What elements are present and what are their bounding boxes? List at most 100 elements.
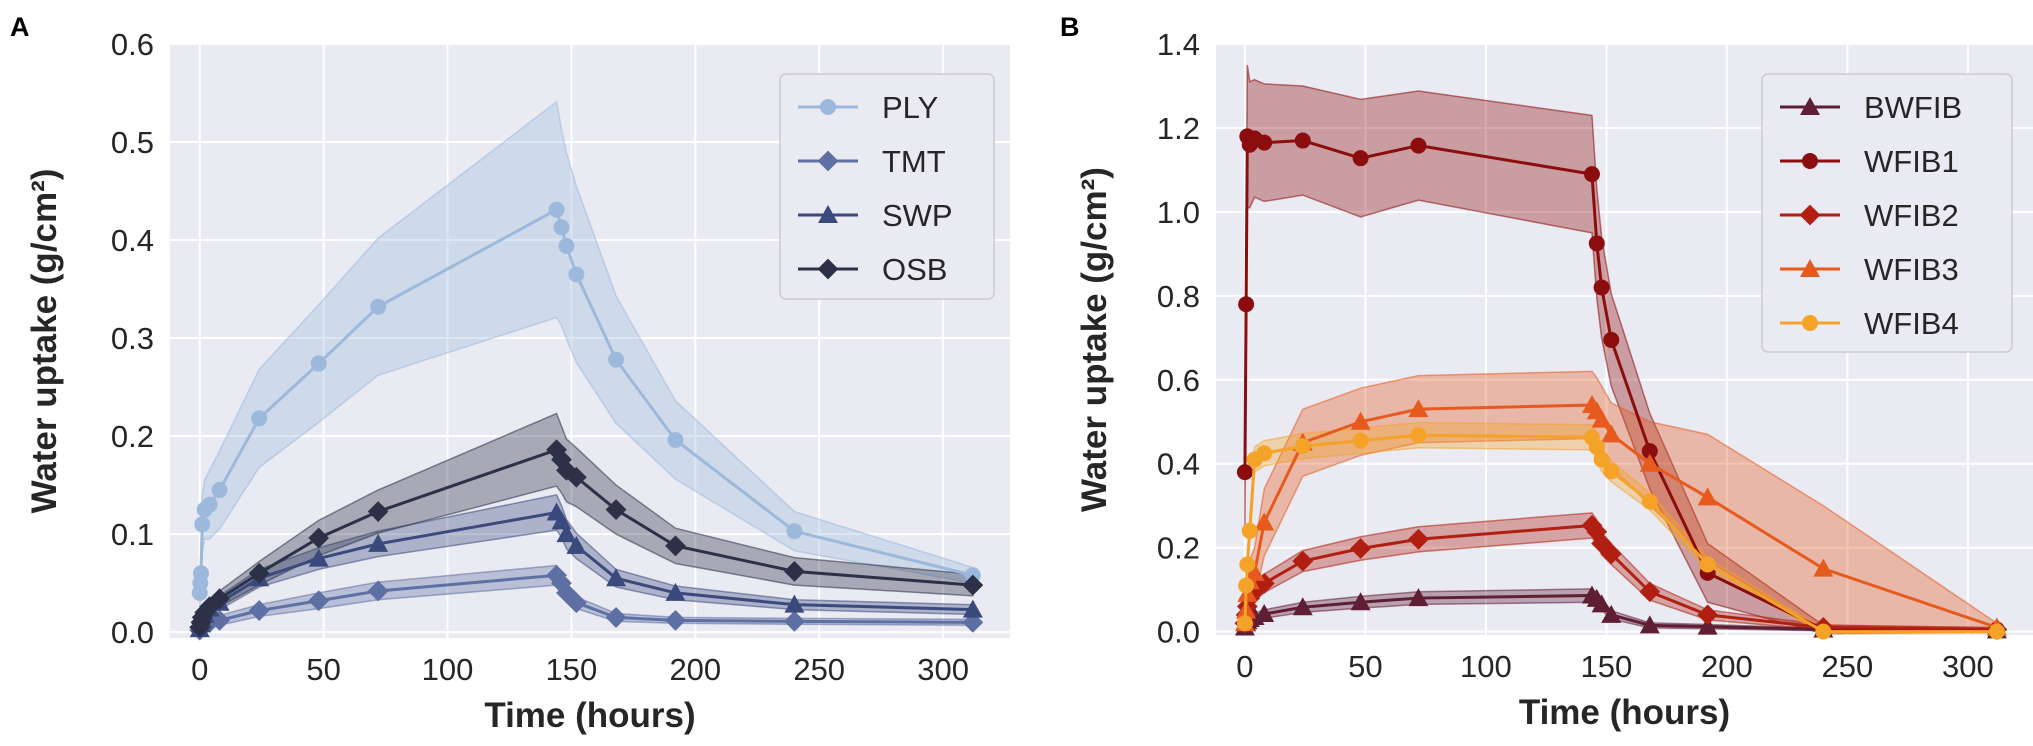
data-point-wfib4 <box>1352 432 1369 449</box>
data-point-wfib1 <box>1352 150 1369 167</box>
legend-label-osb: OSB <box>882 252 947 287</box>
data-point-osb <box>308 527 330 549</box>
legend-marker-wfib2 <box>1799 204 1821 226</box>
data-point-swp <box>665 582 686 601</box>
data-point-wfib3 <box>1254 512 1275 531</box>
x-tick-label: 300 <box>917 652 969 687</box>
legend-label-bwfib: BWFIB <box>1864 90 1962 125</box>
legend-label-wfib2: WFIB2 <box>1864 198 1959 233</box>
data-point-tmt <box>565 592 587 614</box>
data-point-wfib2 <box>1408 528 1429 550</box>
data-layer <box>189 100 984 641</box>
data-point-wfib3 <box>1697 487 1718 506</box>
panel-letter: B <box>1060 12 1080 42</box>
data-point-osb <box>565 466 587 488</box>
data-point-bwfib <box>1639 615 1660 634</box>
legend-label-swp: SWP <box>882 198 953 233</box>
legend-marker-wfib4 <box>1802 315 1818 331</box>
data-point-bwfib <box>1591 594 1612 613</box>
data-point-ply <box>370 298 387 315</box>
y-tick-label: 0.0 <box>1157 615 1200 650</box>
data-point-tmt <box>784 610 805 632</box>
data-point-wfib4 <box>1256 445 1273 462</box>
y-tick-label: 0.1 <box>111 517 154 552</box>
data-point-wfib4 <box>1815 623 1832 640</box>
legend-marker-wfib1 <box>1802 153 1818 169</box>
data-point-bwfib <box>1697 616 1718 635</box>
data-point-tmt <box>308 590 330 612</box>
legend-label-wfib1: WFIB1 <box>1864 144 1959 179</box>
data-point-bwfib <box>1408 588 1429 607</box>
legend: PLY TMT SWP OSB <box>779 73 995 300</box>
data-point-ply <box>667 432 684 448</box>
data-point-wfib1 <box>1588 235 1605 252</box>
y-tick-label: 0.6 <box>1157 363 1200 398</box>
data-point-ply <box>558 237 575 254</box>
x-tick-label: 250 <box>1822 649 1874 684</box>
data-point-wfib4 <box>1603 463 1620 480</box>
data-point-wfib4 <box>1699 556 1716 573</box>
data-point-osb <box>605 499 627 520</box>
data-point-wfib4 <box>1593 451 1610 468</box>
x-tick-label: 0 <box>1236 649 1253 684</box>
data-point-osb <box>367 501 389 522</box>
x-tick-label: 100 <box>422 652 474 687</box>
data-point-wfib4 <box>1588 438 1605 455</box>
x-tick-label: 200 <box>669 652 721 687</box>
x-tick-label: 150 <box>1581 649 1633 684</box>
data-point-ply <box>608 351 625 368</box>
data-point-wfib1 <box>1256 134 1273 151</box>
x-axis-title: Time (hours) <box>1519 693 1730 732</box>
data-point-wfib1 <box>1583 166 1600 183</box>
data-point-wfib4 <box>1410 427 1427 444</box>
data-point-wfib4 <box>1241 522 1258 539</box>
y-tick-label: 1.0 <box>1157 195 1200 230</box>
data-point-bwfib <box>1350 592 1371 611</box>
legend-marker-tmt <box>817 150 839 172</box>
panel-letter: A <box>10 12 30 42</box>
legend-marker-bwfib <box>1800 97 1820 115</box>
legend-label-ply: PLY <box>882 90 938 125</box>
data-point-bwfib <box>1601 604 1622 623</box>
y-tick-label: 1.2 <box>1157 111 1200 146</box>
x-tick-label: 250 <box>793 652 845 687</box>
y-tick-label: 1.4 <box>1157 27 1200 62</box>
data-point-wfib4 <box>1641 493 1658 510</box>
data-point-osb <box>248 562 270 584</box>
data-point-tmt <box>248 600 270 621</box>
data-point-osb <box>784 560 805 582</box>
data-point-wfib1 <box>1294 132 1311 149</box>
data-point-wfib1 <box>1641 443 1658 460</box>
y-tick-label: 0.5 <box>111 125 154 160</box>
data-point-wfib4 <box>1988 623 2005 640</box>
data-point-wfib4 <box>1294 438 1311 455</box>
legend: BWFIB WFIB1 WFIB2 WFIB3 WFIB4 <box>1761 73 2013 353</box>
series-line-ply <box>198 207 974 594</box>
y-axis-title: Water uptake (g/cm²) <box>25 169 64 514</box>
data-point-wfib2 <box>1639 581 1661 603</box>
x-tick-label: 50 <box>1348 649 1382 684</box>
data-point-ply <box>553 219 570 236</box>
y-tick-label: 0.8 <box>1157 279 1200 314</box>
y-tick-label: 0.4 <box>111 223 154 258</box>
data-point-wfib3 <box>1639 453 1660 472</box>
y-tick-label: 0.3 <box>111 321 154 356</box>
data-point-swp <box>308 548 329 567</box>
y-tick-label: 0.6 <box>111 27 154 62</box>
data-point-wfib2 <box>1600 543 1622 565</box>
x-tick-label: 50 <box>306 652 340 687</box>
panel-b: B 0 50 100 150 200 250 300 0.0 0.2 0.4 0.6 0.8 1.0 1.2… <box>1060 12 2033 732</box>
data-point-wfib1 <box>1238 296 1255 313</box>
legend-label-wfib3: WFIB3 <box>1864 252 1959 287</box>
data-point-swp <box>962 599 983 618</box>
data-point-wfib4 <box>1236 615 1253 632</box>
x-tick-label: 300 <box>1942 649 1994 684</box>
data-point-wfib3 <box>1350 411 1371 430</box>
data-point-ply <box>192 565 209 582</box>
y-tick-label: 0.2 <box>111 419 154 454</box>
data-point-osb <box>665 535 686 557</box>
data-point-wfib2 <box>1253 572 1275 594</box>
data-point-wfib3 <box>1408 399 1429 418</box>
data-point-wfib2 <box>1292 550 1314 572</box>
